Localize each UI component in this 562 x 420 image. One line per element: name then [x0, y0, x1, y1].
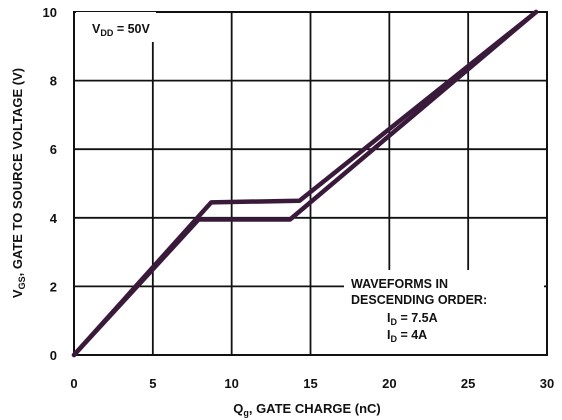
x-axis-label: Qg, GATE CHARGE (nC): [233, 401, 381, 418]
y-axis-label: VGS, GATE TO SOURCE VOLTAGE (V): [10, 68, 27, 298]
series-layer: [71, 9, 539, 358]
annotation-box: [344, 270, 544, 354]
plot-frame: [73, 11, 548, 356]
condition-label: VDD = 50V: [92, 22, 150, 38]
annotation-line-2: DESCENDING ORDER:: [351, 293, 487, 307]
condition-box: [76, 12, 156, 42]
annotation-item-2: ID = 4A: [387, 328, 427, 344]
x-tick-label-2: 10: [224, 376, 238, 391]
y-tick-labels: 0 2 4 6 8 10: [43, 5, 58, 363]
y-tick-label-1: 2: [50, 279, 57, 294]
x-tick-label-4: 20: [382, 376, 396, 391]
annotation-item-1: ID = 7.5A: [387, 311, 438, 327]
x-tick-label-1: 5: [149, 376, 156, 391]
x-tick-label-0: 0: [70, 376, 77, 391]
y-tick-label-5: 10: [43, 5, 57, 20]
annotation-line-1: WAVEFORMS IN: [351, 277, 448, 291]
x-tick-labels: 0 5 10 15 20 25 30: [70, 376, 554, 391]
y-tick-label-3: 6: [50, 142, 57, 157]
y-tick-label-2: 4: [50, 211, 58, 226]
x-tick-label-5: 25: [461, 376, 475, 391]
x-tick-label-3: 15: [303, 376, 317, 391]
y-tick-label-4: 8: [50, 74, 57, 89]
series-line-1: [71, 9, 539, 358]
y-tick-label-0: 0: [50, 348, 57, 363]
x-tick-label-6: 30: [540, 376, 554, 391]
